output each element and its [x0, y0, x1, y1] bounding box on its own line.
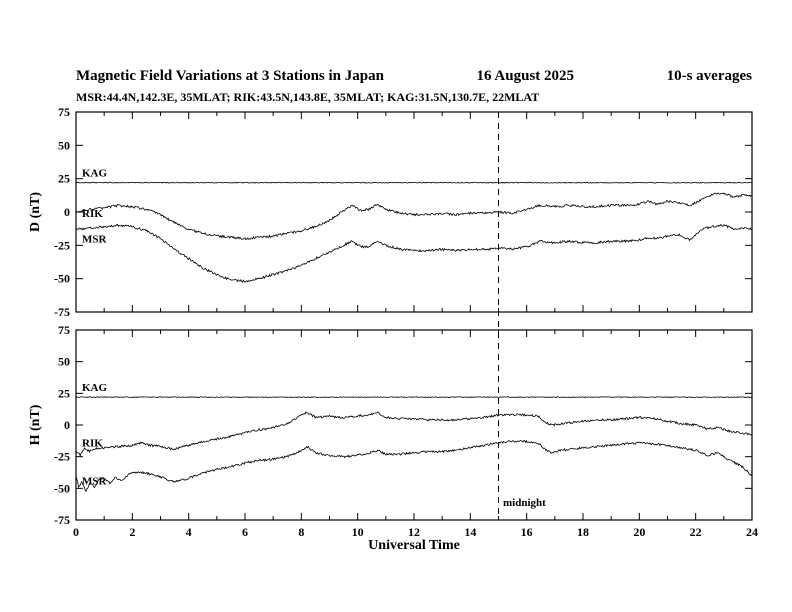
series-line-KAG: [75, 181, 753, 184]
x-tick-label: 24: [746, 525, 758, 539]
series-line-RIK: [75, 411, 753, 458]
series-label-RIK: RIK: [82, 437, 103, 449]
y-tick-label: -75: [54, 513, 70, 527]
series-line-KAG: [75, 396, 753, 399]
y-tick-label: -25: [54, 238, 70, 252]
x-tick-label: 2: [129, 525, 135, 539]
figure-title-row: Magnetic Field Variations at 3 Stations …: [76, 68, 752, 85]
y-tick-label: -50: [54, 272, 70, 286]
x-tick-label: 10: [352, 525, 364, 539]
figure-averaging: 10-s averages: [666, 68, 752, 84]
series-label-RIK: RIK: [82, 208, 103, 220]
y-tick-label: 50: [58, 138, 70, 152]
x-tick-label: 14: [464, 525, 476, 539]
figure-date: 16 August 2025: [476, 68, 575, 84]
x-tick-label: 0: [73, 525, 79, 539]
series-label-MSR: MSR: [82, 476, 108, 488]
x-tick-label: 12: [408, 525, 420, 539]
station-coordinates-subtitle: MSR:44.4N,142.3E, 35MLAT; RIK:43.5N,143.…: [76, 90, 540, 104]
y-tick-label: 75: [58, 105, 70, 119]
y-axis-label-D: D (nT): [28, 191, 43, 233]
series-label-MSR: MSR: [82, 233, 108, 245]
panel-frame: [75, 111, 753, 313]
y-tick-label: -50: [54, 481, 70, 495]
midnight-annotation: midnight: [503, 497, 546, 509]
x-tick-label: 16: [521, 525, 533, 539]
panel-frame: [75, 329, 753, 521]
x-tick-label: 20: [633, 525, 645, 539]
x-tick-label: 8: [298, 525, 304, 539]
x-tick-label: 22: [690, 525, 702, 539]
figure-title: Magnetic Field Variations at 3 Stations …: [76, 68, 384, 84]
x-tick-label: 6: [242, 525, 248, 539]
series-line-MSR: [75, 439, 753, 492]
y-tick-label: 0: [64, 205, 70, 219]
x-tick-label: 18: [577, 525, 589, 539]
y-tick-label: -75: [54, 305, 70, 319]
x-tick-label: 4: [186, 525, 192, 539]
y-tick-label: 50: [58, 355, 70, 369]
series-label-KAG: KAG: [82, 168, 108, 180]
series-line-RIK: [75, 192, 752, 241]
y-tick-label: 0: [64, 418, 70, 432]
y-axis-label-H: H (nT): [28, 404, 43, 446]
y-tick-label: 75: [58, 323, 70, 337]
series-label-KAG: KAG: [82, 382, 108, 394]
y-tick-label: 25: [58, 386, 70, 400]
x-axis-label: Universal Time: [368, 538, 460, 553]
y-tick-label: 25: [58, 172, 70, 186]
y-tick-label: -25: [54, 450, 70, 464]
series-line-MSR: [75, 223, 752, 283]
